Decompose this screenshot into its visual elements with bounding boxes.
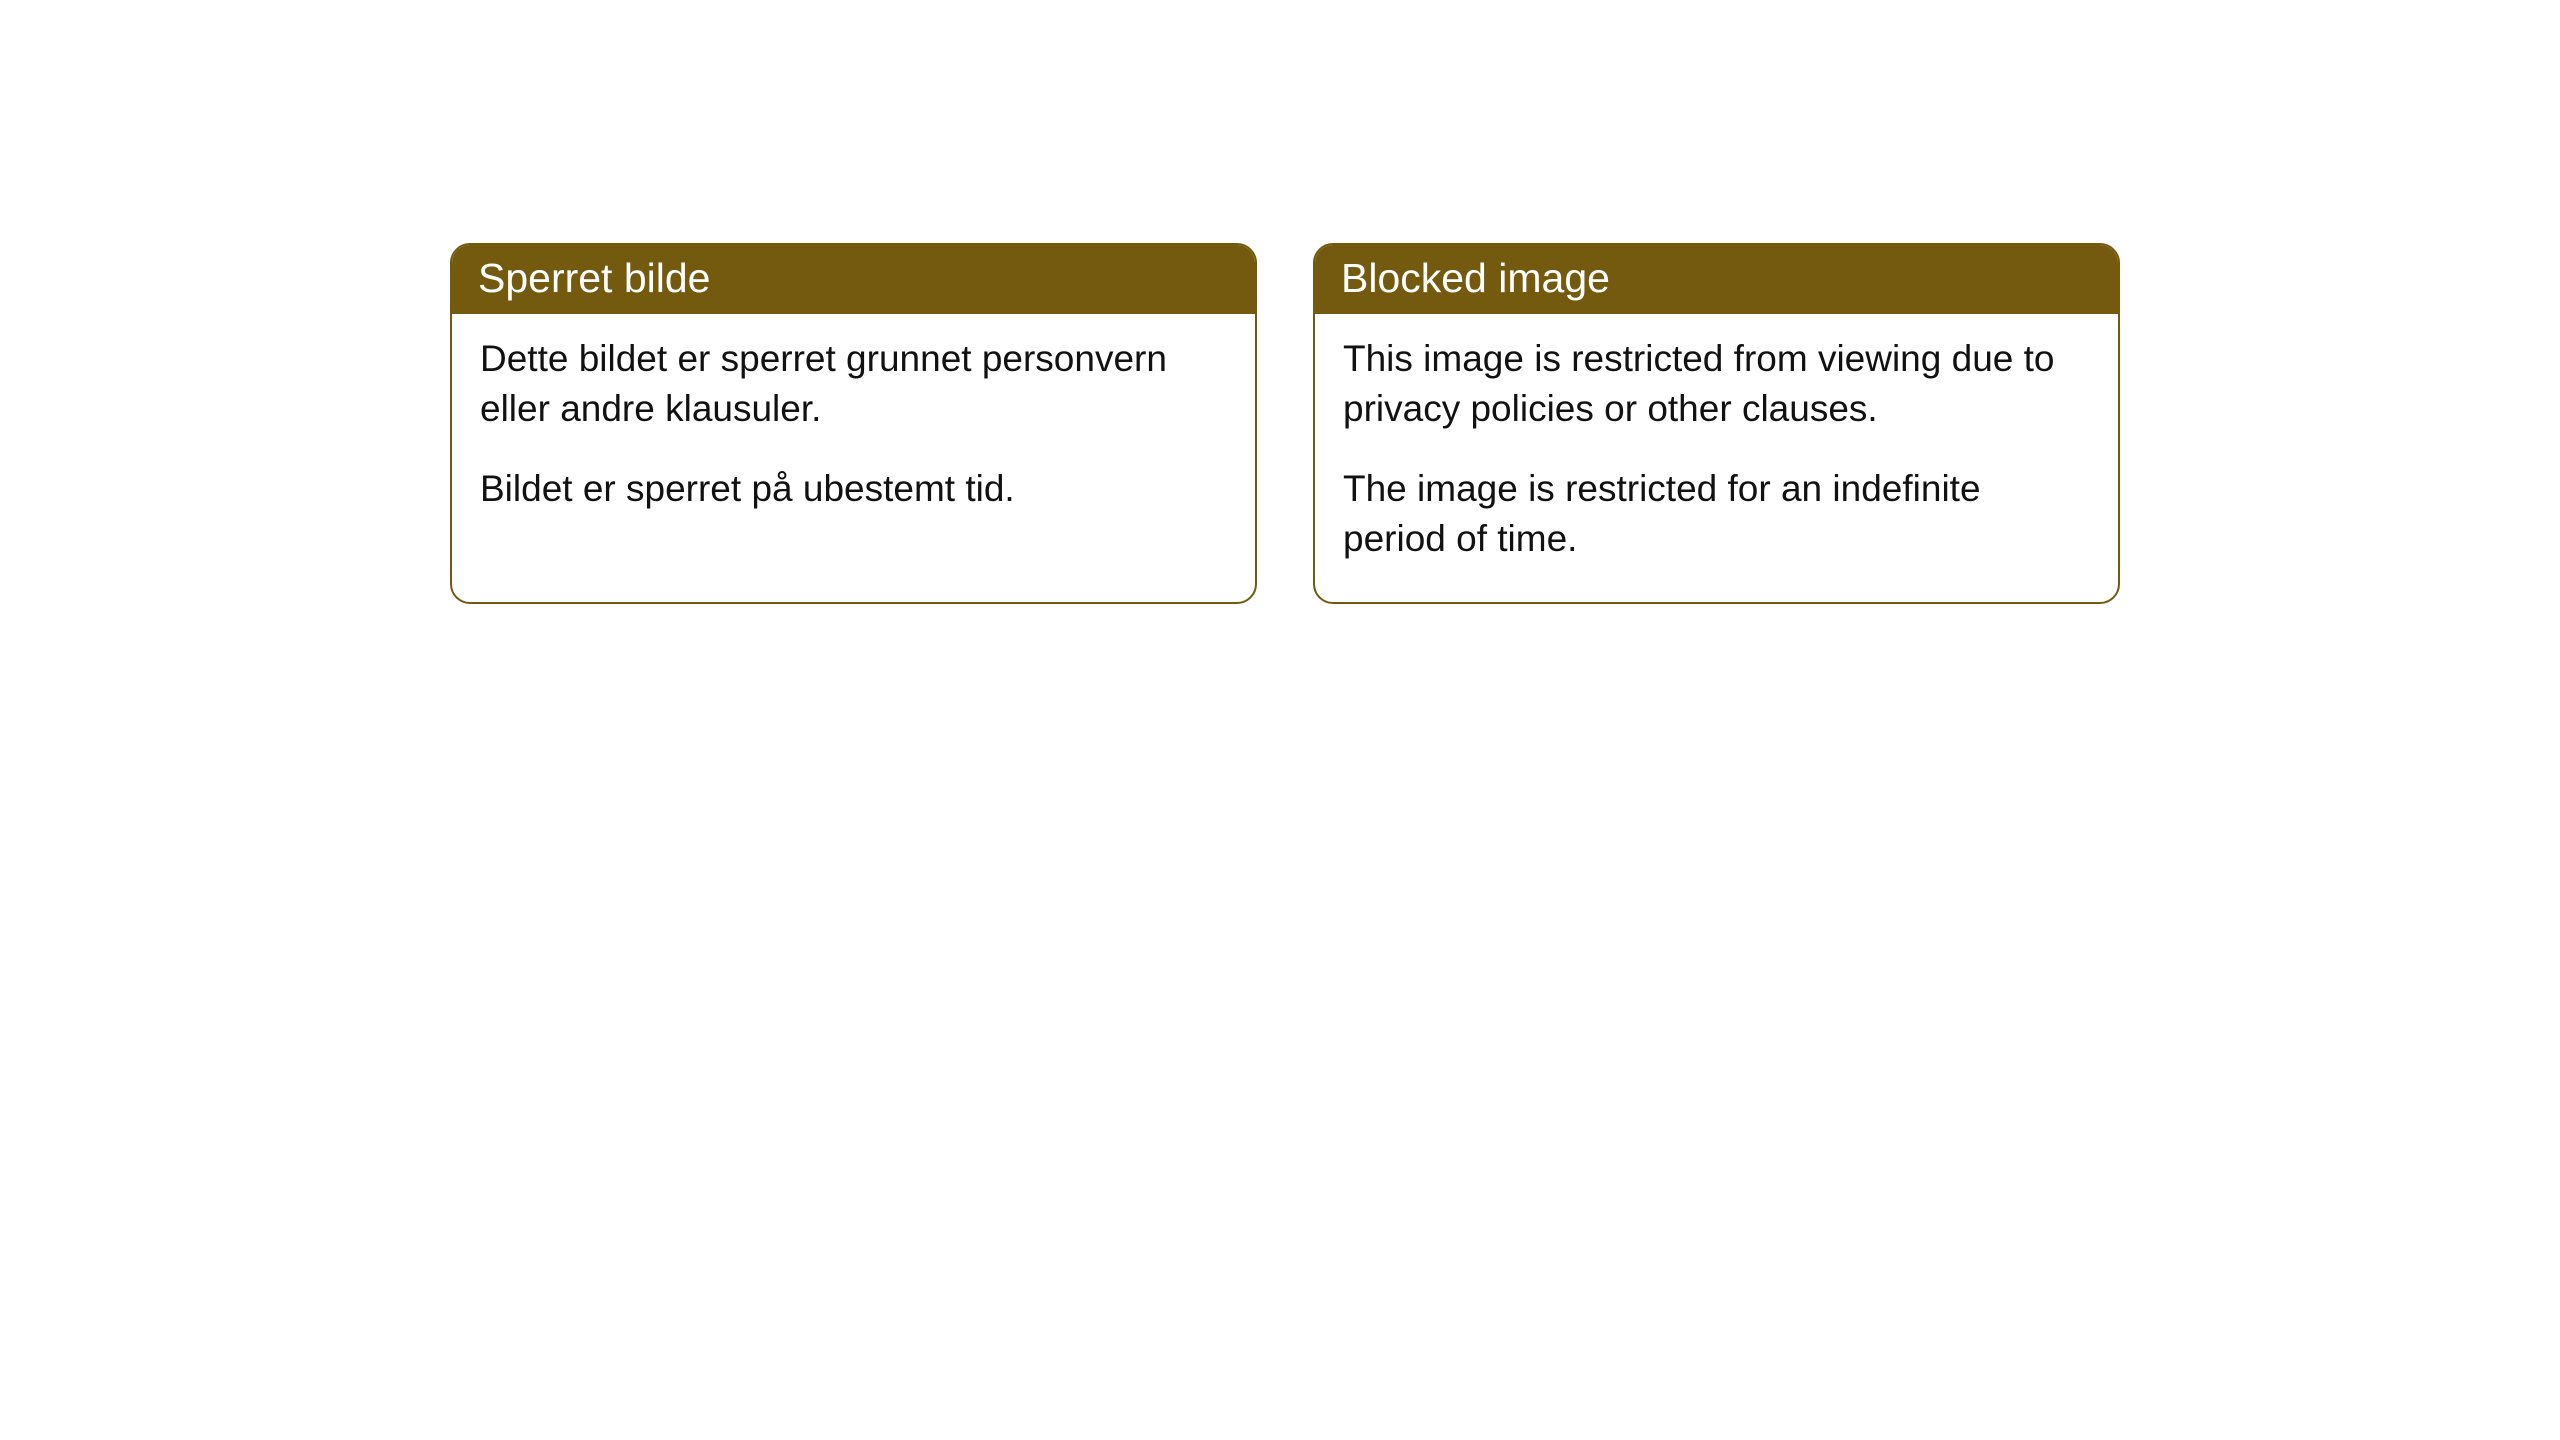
card-paragraph: Dette bildet er sperret grunnet personve… — [480, 334, 1227, 434]
card-title: Blocked image — [1341, 255, 1610, 301]
card-paragraph: The image is restricted for an indefinit… — [1343, 464, 2090, 564]
card-header: Blocked image — [1315, 245, 2118, 314]
card-paragraph: Bildet er sperret på ubestemt tid. — [480, 464, 1227, 514]
notice-card-norwegian: Sperret bilde Dette bildet er sperret gr… — [450, 243, 1257, 604]
notice-card-english: Blocked image This image is restricted f… — [1313, 243, 2120, 604]
card-header: Sperret bilde — [452, 245, 1255, 314]
notice-cards-container: Sperret bilde Dette bildet er sperret gr… — [0, 0, 2560, 604]
card-paragraph: This image is restricted from viewing du… — [1343, 334, 2090, 434]
card-title: Sperret bilde — [478, 255, 710, 301]
card-body: This image is restricted from viewing du… — [1315, 314, 2118, 602]
card-body: Dette bildet er sperret grunnet personve… — [452, 314, 1255, 552]
